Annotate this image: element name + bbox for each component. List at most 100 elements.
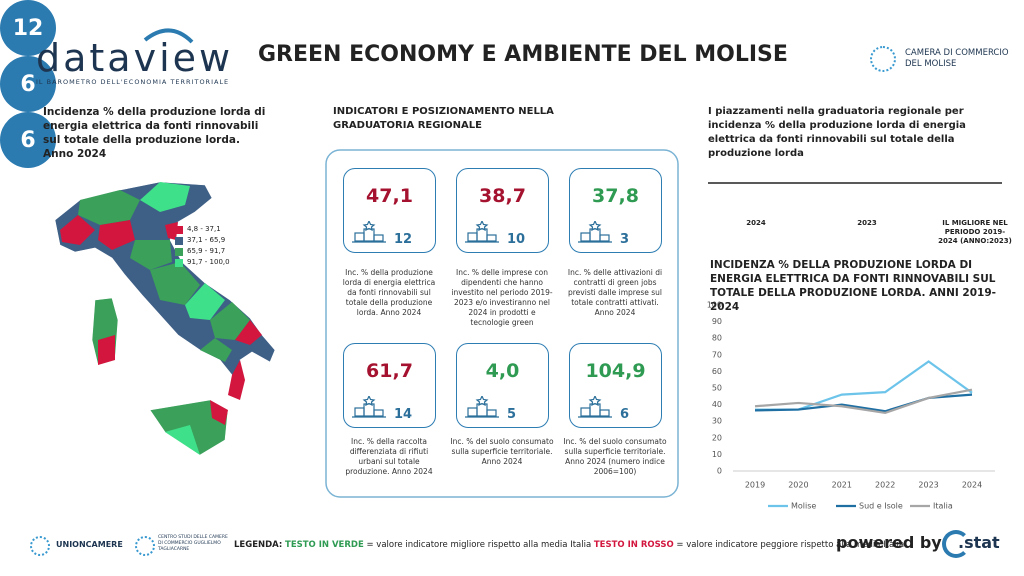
page-title: GREEN ECONOMY E AMBIENTE DEL MOLISE	[258, 42, 788, 67]
series-line	[755, 360, 973, 411]
legend-label: Sud e Isole	[859, 502, 903, 511]
chamber-icon	[870, 46, 896, 72]
map-legend: 4,8 - 37,1 37,1 - 65,9 65,9 - 91,7 91,7 - 1…	[175, 224, 230, 268]
legend-swatch	[175, 258, 183, 267]
legend-text: 65,9 - 91,7	[187, 247, 226, 255]
y-tick-label: 0	[717, 467, 722, 476]
logo: dataview	[36, 36, 234, 80]
podium-icon	[352, 221, 386, 243]
x-tick-label: 2022	[875, 481, 895, 490]
logo-swoosh	[143, 28, 194, 44]
footer-legend: LEGENDA: TESTO IN VERDE = valore indicat…	[234, 540, 904, 550]
unioncamere-icon	[30, 536, 50, 556]
legend-label: Molise	[791, 502, 816, 511]
legend-swatch	[175, 247, 183, 256]
x-tick-label: 2019	[745, 481, 765, 490]
tagliacarne-icon	[135, 536, 155, 556]
legend-item: 91,7 - 100,0	[175, 257, 230, 268]
indicator-rank: 5	[507, 407, 517, 422]
y-tick-label: 50	[712, 384, 722, 393]
ranking-label: 2023	[857, 219, 877, 227]
ranking-label: 2024	[746, 219, 766, 227]
indicator-card: 104,9 6	[569, 343, 662, 428]
y-tick-label: 10	[712, 450, 722, 459]
x-tick-label: 2020	[788, 481, 808, 490]
indicator-value: 61,7	[366, 360, 413, 382]
y-tick-label: 90	[712, 317, 722, 326]
podium-icon	[578, 396, 612, 418]
chart-title: INCIDENZA % DELLA PRODUZIONE LORDA DI EN…	[710, 259, 996, 313]
legend-red: TESTO IN ROSSO	[593, 540, 674, 550]
indicator-value: 37,8	[592, 185, 639, 207]
ranking-title: I piazzamenti nella graduatoria regional…	[708, 106, 966, 159]
legend-text: 4,8 - 37,1	[187, 225, 221, 233]
x-tick-label: 2024	[962, 481, 982, 490]
indicator-card: 4,0 5	[456, 343, 549, 428]
y-tick-label: 100	[707, 301, 722, 310]
ranking-label: IL MIGLIORE NEL PERIODO 2019-2024 (ANNO:…	[938, 219, 1012, 245]
indicator-rank: 6	[620, 407, 630, 422]
map-title: Incidenza % della produzione lorda di en…	[43, 106, 266, 160]
indicator-description: Inc. % del suolo consumato sulla superfi…	[563, 437, 667, 476]
ranking-circle: 12	[0, 0, 56, 56]
legend-text: 91,7 - 100,0	[187, 258, 230, 266]
legend-green: TESTO IN VERDE	[285, 540, 364, 550]
brand-icon	[942, 530, 970, 558]
indicator-rank: 3	[620, 232, 630, 247]
indicator-card: 38,7 10	[456, 168, 549, 253]
legend-item: 65,9 - 91,7	[175, 246, 230, 257]
ranking-circle: 6	[0, 112, 56, 168]
chamber-line: DEL MOLISE	[905, 59, 957, 69]
legend-swatch	[175, 236, 183, 245]
legend-red-desc: = valore indicatore peggiore rispetto al…	[676, 540, 905, 550]
podium-icon	[465, 396, 499, 418]
indicators-title: INDICATORI E POSIZIONAMENTO NELLA GRADUA…	[333, 106, 554, 131]
indicator-description: Inc. % delle imprese con dipendenti che …	[451, 268, 553, 327]
indicator-value: 104,9	[585, 360, 646, 382]
logo-tagline: IL BAROMETRO DELL'ECONOMIA TERRITORIALE	[36, 78, 230, 86]
podium-icon	[352, 396, 386, 418]
footer-logo: CENTRO STUDI DELLE CAMERE DI COMMERCIO G…	[158, 535, 228, 552]
indicator-card: 47,1 12	[343, 168, 436, 253]
legend-green-desc: = valore indicatore migliore rispetto al…	[366, 540, 592, 550]
indicator-rank: 10	[507, 232, 526, 247]
indicator-description: Inc. % del suolo consumato sulla superfi…	[450, 437, 554, 466]
italy-map	[54, 181, 276, 456]
indicator-value: 38,7	[479, 185, 526, 207]
indicator-rank: 12	[394, 232, 413, 247]
panel-border	[325, 149, 679, 498]
x-tick-label: 2021	[832, 481, 852, 490]
indicator-description: Inc. % della raccolta differenziata di r…	[345, 437, 433, 476]
indicator-value: 4,0	[485, 360, 520, 382]
y-tick-label: 60	[712, 367, 722, 376]
y-tick-label: 70	[712, 350, 722, 359]
legend-label: Italia	[933, 502, 953, 511]
y-tick-label: 30	[712, 417, 722, 426]
x-tick-label: 2023	[918, 481, 938, 490]
indicator-description: Inc. % della produzione lorda di energia…	[342, 268, 436, 317]
ranking-circle: 6	[0, 56, 56, 112]
series-line	[754, 388, 973, 415]
legend-label: LEGENDA:	[234, 540, 283, 550]
chamber-name: CAMERA DI COMMERCIO DEL MOLISE	[905, 48, 1009, 70]
brand: .stat	[958, 533, 1000, 552]
indicator-card: 61,7 14	[343, 343, 436, 428]
y-tick-label: 20	[712, 433, 722, 442]
podium-icon	[578, 221, 612, 243]
legend-text: 37,1 - 65,9	[187, 236, 226, 244]
indicator-value: 47,1	[366, 185, 413, 207]
legend-swatch	[175, 225, 183, 234]
podium-icon	[465, 221, 499, 243]
powered-by: powered by	[836, 533, 942, 552]
chamber-line: CAMERA DI COMMERCIO	[905, 48, 1009, 58]
y-tick-label: 40	[712, 400, 722, 409]
y-tick-label: 80	[712, 334, 722, 343]
footer-logo: UNIONCAMERE	[56, 540, 123, 549]
indicator-description: Inc. % delle attivazioni di contratti di…	[567, 268, 663, 317]
legend-item: 4,8 - 37,1	[175, 224, 230, 235]
indicator-card: 37,8 3	[569, 168, 662, 253]
indicator-rank: 14	[394, 407, 413, 422]
legend-item: 37,1 - 65,9	[175, 235, 230, 246]
